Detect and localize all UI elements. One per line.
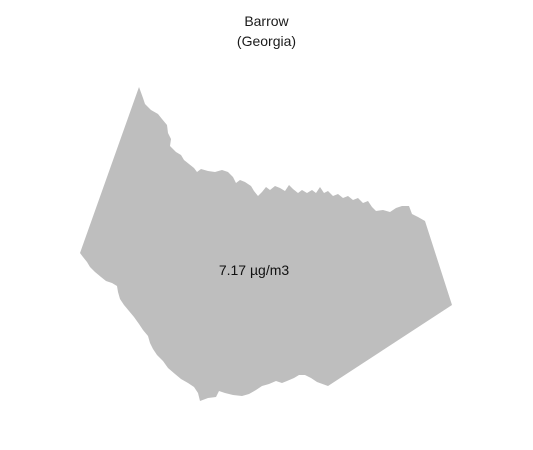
- county-shape: [80, 87, 452, 401]
- region-value-label: 7.17 µg/m3: [218, 262, 290, 278]
- map-subtitle: (Georgia): [236, 33, 297, 49]
- map-title: Barrow: [244, 13, 289, 29]
